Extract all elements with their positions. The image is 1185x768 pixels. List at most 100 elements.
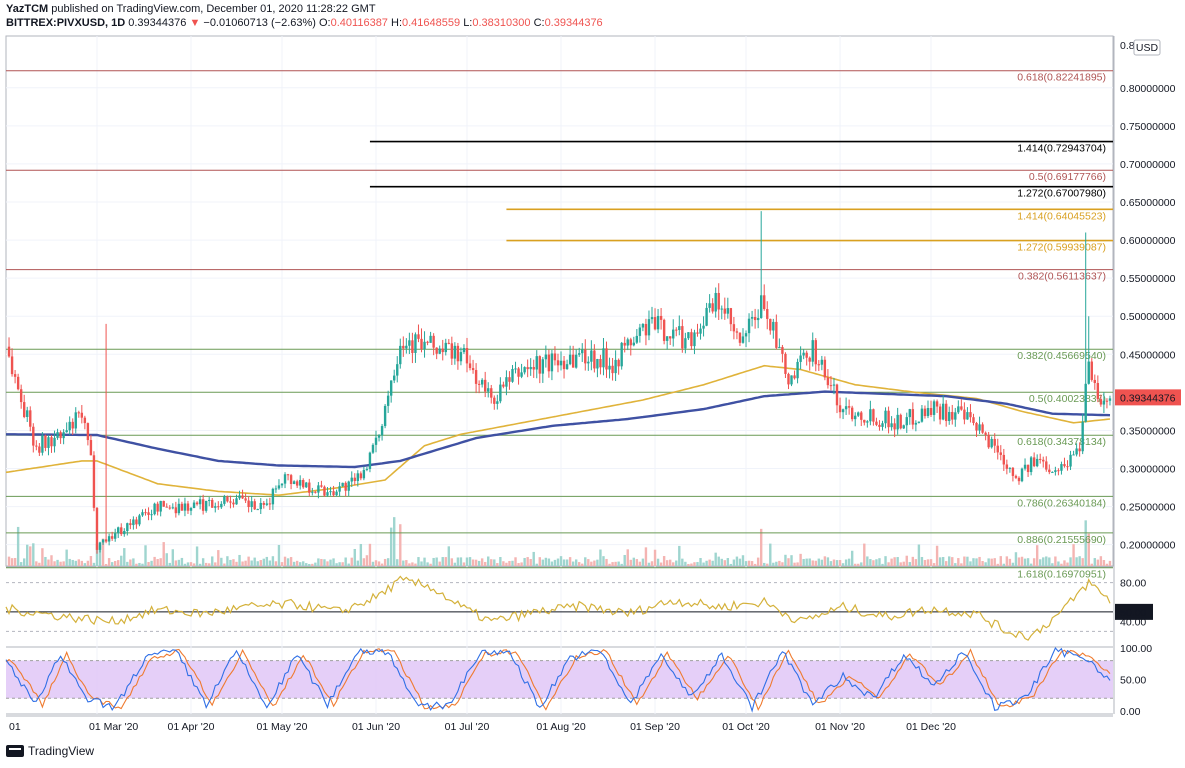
candle-body [480, 379, 484, 385]
volume-bar [799, 553, 802, 566]
volume-bar [444, 557, 447, 566]
volume-bar [696, 562, 699, 566]
candle-body [353, 477, 356, 482]
volume-bar [772, 562, 775, 566]
candle-body [941, 403, 945, 420]
y-tick-label: 0.60000000 [1120, 235, 1176, 247]
volume-bar [905, 555, 908, 566]
candle-body [520, 372, 523, 377]
volume-bar [198, 563, 202, 566]
brand-label: TradingView [28, 744, 95, 758]
candle-body [565, 364, 569, 370]
volume-bar [920, 556, 924, 566]
author-name[interactable]: YazTCM [6, 3, 49, 15]
volume-bar [969, 561, 972, 566]
volume-bar [274, 561, 278, 566]
volume-bar [393, 517, 396, 566]
volume-bar [141, 563, 144, 566]
candle-body [814, 340, 817, 365]
volume-bar [1093, 558, 1097, 566]
volume-bar [214, 562, 217, 566]
volume-bar [987, 558, 990, 566]
volume-bar [857, 563, 860, 566]
volume-bar [347, 563, 350, 566]
volume-bar [29, 546, 32, 566]
volume-bar [541, 559, 545, 566]
candle-body [1084, 383, 1087, 422]
candle-body [911, 409, 915, 425]
candle-body [899, 414, 902, 429]
currency-button[interactable] [1133, 39, 1161, 56]
candle-body [550, 353, 554, 372]
candle-body [150, 514, 153, 516]
candle-body [1045, 461, 1048, 470]
candle-body [978, 424, 981, 431]
x-tick-label: 01 [9, 721, 21, 733]
volume-bar [505, 562, 508, 566]
candle-body [110, 536, 114, 539]
candle-body [262, 502, 265, 505]
volume-bar [32, 543, 35, 566]
volume-bar [844, 559, 848, 566]
symbol-label[interactable]: BITTREX:PIVXUSD, 1D [6, 17, 126, 29]
candle-body [393, 375, 396, 381]
candle-body [838, 405, 842, 413]
candle-body [726, 308, 730, 314]
y-tick-label: 0.80000000 [1120, 83, 1176, 95]
candle-body [1057, 470, 1060, 472]
volume-bar [168, 562, 171, 566]
candle-body [132, 519, 135, 526]
volume-bar [675, 560, 678, 566]
volume-bar [1084, 520, 1087, 566]
candle-body [250, 501, 253, 508]
y-tick-label: 0.8 [1120, 40, 1135, 52]
tradingview-logo[interactable]: TradingView [6, 744, 94, 758]
candle-body [535, 356, 538, 370]
candle-body [41, 435, 44, 453]
volume-bar [738, 558, 742, 566]
candle-body [605, 348, 608, 370]
candle-body [841, 409, 845, 413]
volume-bar [647, 562, 651, 566]
volume-bar [787, 558, 790, 566]
candle-body [441, 348, 444, 353]
volume-bar [963, 556, 966, 566]
candle-body [1075, 448, 1078, 455]
candle-body [547, 354, 551, 372]
candle-body [784, 353, 787, 374]
volume-bar [596, 559, 599, 566]
candle-body [405, 345, 408, 349]
volume-bar [1090, 563, 1093, 566]
volume-bar [83, 563, 87, 566]
candle-body [611, 365, 614, 374]
volume-bar [317, 558, 320, 566]
open-value: 0.40116387 [330, 17, 388, 29]
candle-body [766, 309, 769, 319]
volume-bar [253, 557, 256, 566]
stoch-tick-label: 50.00 [1120, 674, 1146, 686]
candle-body [247, 500, 250, 508]
volume-bar [86, 560, 90, 566]
candle-body [259, 502, 262, 510]
volume-bar [793, 562, 796, 566]
y-tick-label: 0.20000000 [1120, 540, 1176, 552]
candle-body [775, 321, 778, 348]
volume-bar [120, 555, 123, 566]
fib-level-label: 1.618(0.16970951) [1017, 569, 1106, 581]
volume-bar [217, 550, 220, 566]
volume-bar [784, 554, 787, 566]
volume-bar [650, 561, 654, 566]
volume-bar [383, 558, 387, 566]
candle-body [1026, 464, 1030, 473]
candle-body [568, 354, 572, 365]
volume-bar [914, 559, 918, 566]
current-price-tag [1115, 389, 1181, 406]
volume-bar [869, 559, 872, 566]
candle-body [875, 421, 878, 425]
candle-body [702, 325, 705, 329]
candle-body [920, 408, 924, 422]
volume-bar [747, 560, 751, 566]
candle-body [1017, 477, 1021, 482]
volume-bar [817, 558, 821, 566]
